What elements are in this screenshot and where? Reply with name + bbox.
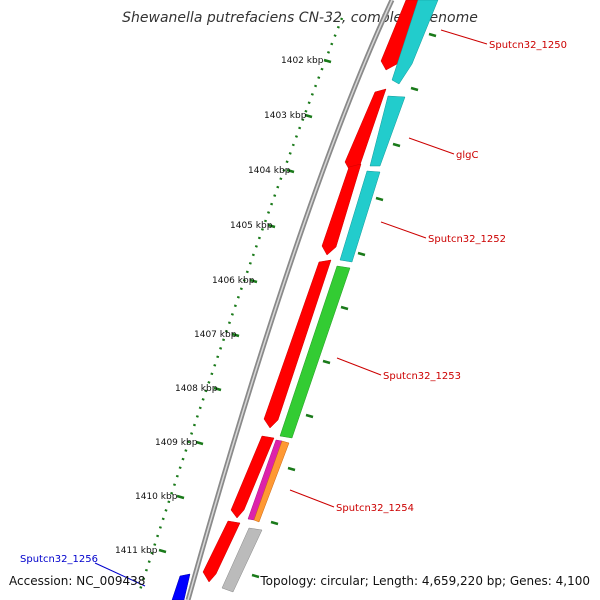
tick-label-1407: 1407 kbp (194, 330, 237, 340)
scale-ticks (158, 58, 332, 554)
gene-label-1256: Sputcn32_1256 (20, 554, 98, 565)
function-track (221, 0, 439, 593)
cds-feature-1252 (321, 163, 362, 256)
gene-label-glgc: glgC (456, 150, 478, 161)
accession-text: Accession: NC_009438 (9, 574, 146, 588)
tick-label-1406: 1406 kbp (212, 276, 255, 286)
genome-backbone-inner (187, 0, 393, 600)
gene-label-1254: Sputcn32_1254 (336, 503, 414, 514)
genome-summary-text: Topology: circular; Length: 4,659,220 bp… (260, 574, 590, 588)
tick-label-1408: 1408 kbp (175, 384, 218, 394)
map-title: Shewanella putrefaciens CN-32, complete … (122, 10, 478, 26)
tick-label-1403: 1403 kbp (264, 111, 307, 121)
tick-label-1402: 1402 kbp (281, 56, 324, 66)
green-feature (279, 265, 351, 439)
blue-feature-1256 (171, 573, 191, 600)
cds-track (202, 0, 425, 583)
outer-ticks (251, 32, 437, 579)
tick-label-1404: 1404 kbp (248, 166, 291, 176)
orange-feature (253, 440, 290, 523)
gene-labels: Sputcn32_1250 glgC Sputcn32_1252 Sputcn3… (20, 40, 567, 565)
cds-feature-1254 (230, 435, 275, 519)
label-leaders (94, 29, 488, 587)
scale-dotted-line (138, 17, 344, 591)
gray-feature (221, 527, 263, 593)
cds-feature-1253 (263, 259, 332, 429)
tick-label-1411: 1411 kbp (115, 546, 158, 556)
tick-label-1410: 1410 kbp (135, 492, 178, 502)
cds-feature-1255 (202, 520, 241, 583)
tick-label-1409: 1409 kbp (155, 438, 198, 448)
gene-label-1253: Sputcn32_1253 (383, 371, 461, 382)
scale-tick-labels: 1402 kbp 1403 kbp 1404 kbp 1405 kbp 1406… (115, 56, 324, 556)
gene-label-1252: Sputcn32_1252 (428, 234, 506, 245)
gene-label-1250: Sputcn32_1250 (489, 40, 567, 51)
cyan-feature-1 (391, 0, 439, 85)
cyan-feature-3 (339, 170, 381, 263)
tick-label-1405: 1405 kbp (230, 221, 273, 231)
cyan-feature-2 (369, 95, 406, 167)
